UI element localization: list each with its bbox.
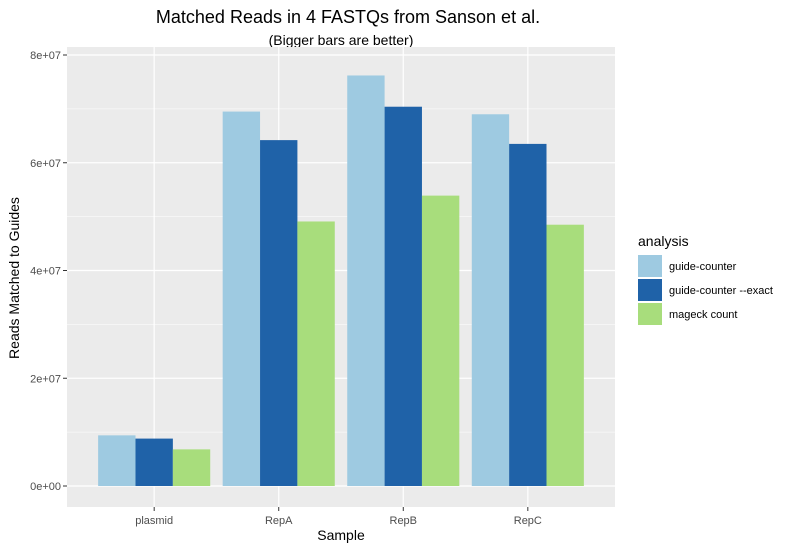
- legend-swatch-guide-counter-exact: [638, 279, 662, 301]
- bar-RepC-guide-counter-exact: [509, 143, 547, 487]
- bars: [98, 75, 584, 487]
- legend-title: analysis: [638, 233, 689, 249]
- legend-label-guide-counter: guide-counter: [669, 261, 737, 273]
- legend-label-guide-counter-exact: guide-counter --exact: [669, 285, 773, 297]
- legend-label-mageck-count: mageck count: [669, 309, 737, 321]
- bar-RepC-guide-counter: [471, 114, 510, 486]
- bar-RepB-guide-counter-exact: [384, 106, 422, 486]
- y-axis-title: Reads Matched to Guides: [6, 197, 22, 359]
- bar-RepB-guide-counter: [347, 75, 385, 486]
- legend-swatch-mageck-count: [638, 303, 662, 325]
- y-tick-label: 2e+07: [30, 373, 61, 385]
- bar-RepB-mageck-count: [421, 195, 460, 486]
- x-axis-title: Sample: [317, 527, 365, 543]
- x-tick-label: plasmid: [135, 515, 173, 527]
- bar-plasmid-guide-counter-exact: [135, 438, 173, 486]
- x-tick-label: RepB: [390, 515, 418, 527]
- chart-subtitle: (Bigger bars are better): [269, 32, 414, 48]
- x-tick-label: RepA: [265, 515, 293, 527]
- bar-RepA-mageck-count: [297, 221, 335, 486]
- x-tick-label: RepC: [514, 515, 542, 527]
- legend-swatch-guide-counter: [638, 255, 662, 277]
- bar-RepA-guide-counter-exact: [260, 140, 298, 486]
- bar-RepA-guide-counter: [222, 111, 261, 486]
- axis-ticks: 0e+00 2e+07 4e+07 6e+07 8e+07 plasmid RepA RepB…: [30, 50, 542, 527]
- y-tick-label: 8e+07: [30, 50, 61, 62]
- legend: analysis guide-counter guide-counter --ex…: [638, 233, 773, 325]
- bar-plasmid-guide-counter: [98, 435, 136, 486]
- y-tick-label: 4e+07: [30, 266, 61, 278]
- chart-title: Matched Reads in 4 FASTQs from Sanson et…: [156, 7, 540, 27]
- y-tick-label: 0e+00: [30, 481, 61, 493]
- y-tick-label: 6e+07: [30, 158, 61, 170]
- bar-plasmid-mageck-count: [172, 449, 211, 486]
- bar-RepC-mageck-count: [546, 224, 584, 487]
